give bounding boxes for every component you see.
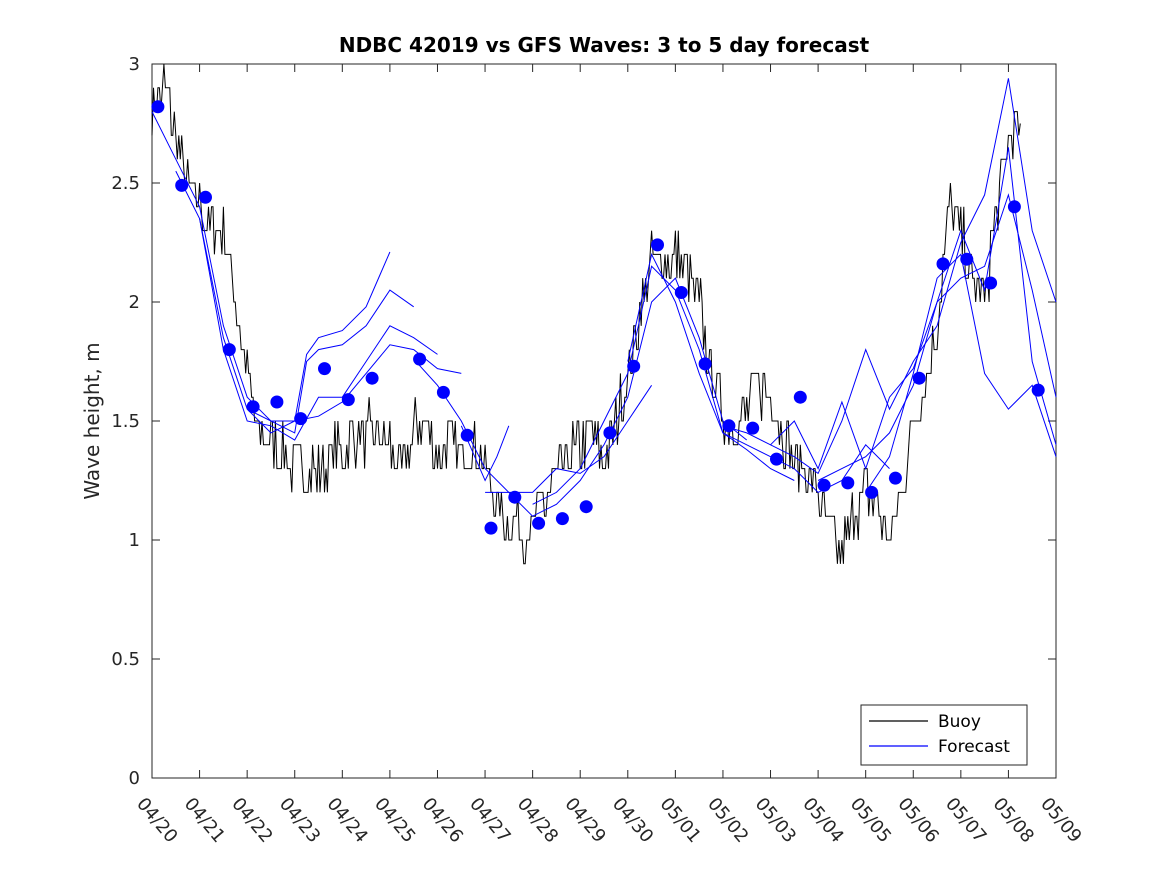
forecast-point — [603, 426, 617, 440]
forecast-point — [532, 516, 546, 530]
forecast-point — [199, 190, 212, 204]
x-tick-label: 05/03 — [751, 794, 800, 847]
x-tick-label: 05/04 — [798, 794, 847, 847]
forecast-point — [341, 393, 355, 407]
y-tick-label: 3 — [129, 54, 140, 75]
forecast-point — [413, 352, 427, 366]
forecast-point — [865, 485, 879, 499]
y-tick-label: 1.5 — [111, 411, 140, 432]
x-tick-label: 04/26 — [418, 794, 467, 847]
forecast-point — [175, 178, 189, 192]
forecast-point — [246, 400, 260, 414]
x-tick-label: 04/28 — [513, 794, 562, 847]
x-tick-label: 04/21 — [180, 794, 229, 847]
legend-forecast-label: Forecast — [938, 737, 1010, 757]
forecast-point — [555, 512, 569, 526]
forecast-point — [817, 478, 831, 492]
forecast-point — [793, 390, 807, 404]
x-tick-label: 04/29 — [560, 794, 609, 847]
forecast-point — [1031, 383, 1045, 397]
forecast-point — [436, 385, 450, 399]
y-tick-label: 0.5 — [111, 649, 140, 670]
chart-title: NDBC 42019 vs GFS Waves: 3 to 5 day fore… — [339, 33, 870, 57]
forecast-series-line — [722, 78, 1057, 475]
forecast-point — [770, 452, 783, 466]
forecast-series-line — [770, 147, 1057, 471]
legend-buoy-label: Buoy — [938, 712, 981, 732]
forecast-point — [365, 371, 379, 385]
forecast-point — [484, 521, 498, 535]
x-tick-label: 05/07 — [941, 794, 990, 847]
forecast-point — [674, 286, 688, 299]
forecast-series-line — [151, 111, 414, 434]
forecast-point — [841, 476, 855, 490]
forecast-point — [294, 412, 308, 426]
x-tick-label: 05/02 — [703, 794, 752, 847]
legend-box — [860, 704, 1028, 766]
forecast-point — [912, 371, 926, 385]
forecast-point — [722, 419, 736, 433]
x-tick-label: 04/30 — [608, 794, 657, 847]
y-tick-label: 0 — [129, 768, 140, 789]
forecast-point — [746, 421, 760, 435]
forecast-point — [984, 276, 998, 290]
forecast-point — [936, 257, 950, 271]
forecast-point — [270, 395, 284, 409]
legend: Buoy Forecast — [860, 704, 1028, 766]
forecast-series-line — [413, 358, 653, 493]
x-tick-label: 05/05 — [846, 794, 895, 847]
y-tick-label: 2 — [129, 292, 140, 313]
forecast-point — [888, 471, 902, 485]
forecast-point — [627, 359, 641, 373]
forecast-series-line — [199, 218, 438, 441]
x-tick-label: 04/23 — [275, 794, 324, 847]
forecast-point — [151, 100, 165, 114]
forecast-series-line — [865, 253, 1057, 493]
x-tick-label: 04/25 — [370, 794, 419, 847]
y-tick-label: 1 — [129, 530, 140, 551]
forecast-point — [651, 238, 664, 252]
forecast-series-line — [817, 193, 1057, 481]
forecast-point — [579, 500, 593, 514]
forecast-series-line — [627, 252, 890, 494]
forecast-point — [698, 357, 712, 371]
x-tick-label: 04/22 — [227, 794, 276, 847]
x-tick-label: 04/27 — [465, 794, 514, 847]
forecast-point — [318, 362, 331, 376]
y-tick-label: 2.5 — [111, 173, 140, 194]
forecast-point — [960, 252, 974, 266]
x-tick-label: 05/01 — [656, 794, 705, 847]
forecast-series-line — [485, 277, 748, 517]
forecast-point — [460, 428, 474, 442]
x-tick-label: 04/20 — [132, 794, 181, 847]
x-tick-label: 05/09 — [1036, 794, 1085, 847]
x-tick-label: 04/24 — [322, 794, 371, 847]
forecast-point — [222, 343, 236, 357]
x-tick-label: 05/06 — [893, 794, 942, 847]
x-tick-label: 05/08 — [989, 794, 1038, 847]
forecast-series-line — [460, 425, 510, 482]
forecast-point — [1007, 200, 1021, 214]
y-axis-label: Wave height, m — [80, 342, 104, 499]
forecast-point — [508, 490, 522, 504]
